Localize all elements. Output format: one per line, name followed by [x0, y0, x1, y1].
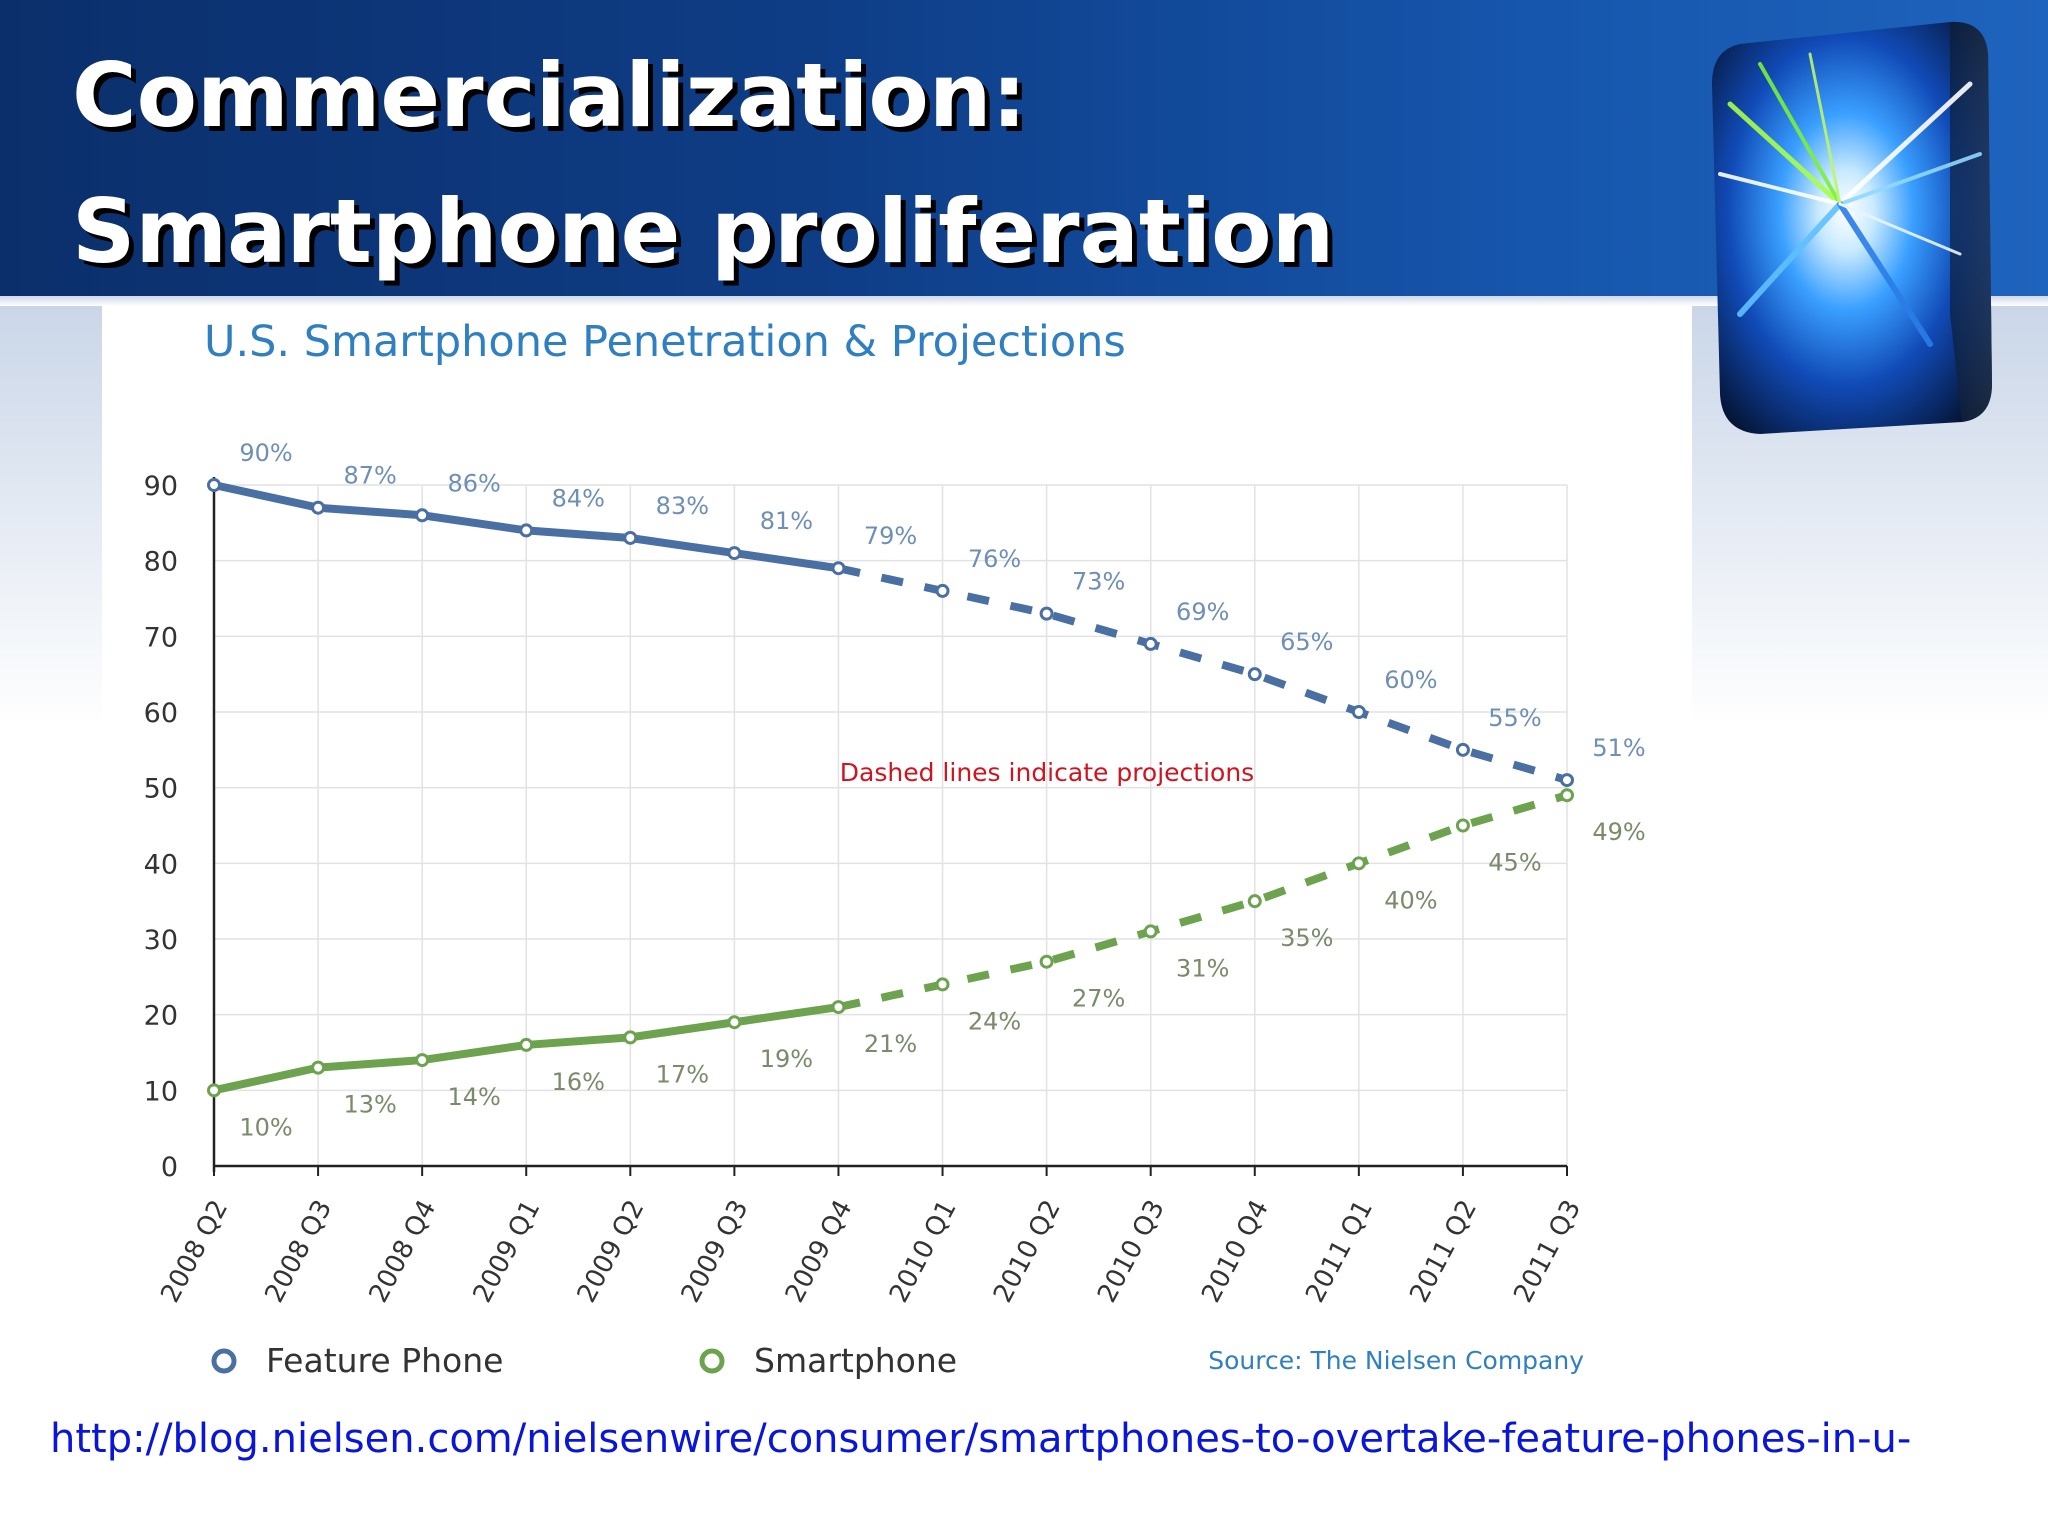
smartphone-data-label: 10%	[239, 1113, 292, 1141]
feature-phone-line-projection	[837, 564, 1569, 784]
smartphone-data-label: 13%	[343, 1091, 396, 1119]
x-tick-label: 2009 Q3	[676, 1195, 755, 1307]
y-tick-label: 80	[144, 547, 178, 578]
feature-phone-data-label: 83%	[656, 492, 709, 520]
header-divider	[0, 296, 2048, 306]
smartphone-point	[1039, 954, 1054, 969]
feature-phone-point	[1039, 606, 1054, 621]
feature-phone-data-label: 90%	[239, 439, 292, 467]
feature-phone-point	[1143, 636, 1158, 651]
smartphone-data-label: 35%	[1280, 924, 1333, 952]
smartphone-data-label: 17%	[656, 1060, 709, 1088]
y-tick-label: 20	[144, 1001, 178, 1032]
smartphone-point	[1247, 894, 1262, 909]
slide-title-line-1: Commercialization:	[72, 44, 1027, 147]
smartphone-data-label: 40%	[1384, 886, 1437, 914]
feature-phone-data-label: 60%	[1384, 666, 1437, 694]
smartphone-point	[1143, 924, 1158, 939]
feature-phone-point	[1247, 667, 1262, 682]
chart-panel: U.S. Smartphone Penetration & Projection…	[102, 306, 1692, 1396]
x-tick-label: 2008 Q3	[259, 1195, 338, 1307]
y-tick-label: 10	[144, 1076, 178, 1107]
smartphone-point	[207, 1083, 221, 1098]
chart-title: U.S. Smartphone Penetration & Projection…	[204, 317, 1126, 367]
source-link[interactable]: http://blog.nielsen.com/nielsenwire/cons…	[50, 1416, 1912, 1462]
y-tick-label: 50	[144, 774, 178, 805]
feature-phone-point	[831, 561, 846, 576]
x-tick-label: 2010 Q4	[1196, 1195, 1275, 1307]
feature-phone-data-label: 87%	[343, 462, 396, 490]
legend-feature-phone-label: Feature Phone	[266, 1341, 503, 1380]
feature-phone-data-label: 51%	[1592, 734, 1645, 762]
chart-source: Source: The Nielsen Company	[1208, 1346, 1584, 1375]
feature-phone-data-label: 65%	[1280, 628, 1333, 656]
light-burst-logo-icon	[1712, 21, 1992, 434]
feature-phone-point	[519, 523, 534, 538]
smartphone-point	[519, 1037, 534, 1052]
feature-phone-data-label: 73%	[1072, 568, 1125, 596]
smartphone-data-label: 27%	[1072, 985, 1125, 1013]
y-tick-label: 90	[144, 471, 178, 502]
smartphone-point	[311, 1060, 326, 1075]
feature-phone-data-label: 55%	[1488, 704, 1541, 732]
y-tick-label: 40	[144, 849, 178, 880]
smartphone-data-label: 16%	[552, 1068, 605, 1096]
smartphone-data-label: 45%	[1488, 849, 1541, 877]
slide-title: Commercialization: Smartphone proliferat…	[72, 28, 1632, 300]
y-tick-label: 30	[144, 925, 178, 956]
y-tick-label: 60	[144, 698, 178, 729]
y-tick-label: 0	[161, 1152, 178, 1183]
feature-phone-point	[727, 546, 742, 561]
legend-smartphone-label: Smartphone	[754, 1341, 957, 1380]
smartphone-point	[415, 1053, 430, 1068]
header-band	[0, 0, 2048, 296]
feature-phone-point	[935, 583, 950, 598]
legend-feature-phone-marker	[211, 1348, 237, 1374]
smartphone-data-label: 49%	[1592, 818, 1645, 846]
feature-phone-data-label: 69%	[1176, 598, 1229, 626]
y-tick-label: 70	[144, 622, 178, 653]
smartphone-data-label: 19%	[760, 1045, 813, 1073]
smartphone-data-label: 21%	[864, 1030, 917, 1058]
feature-phone-point	[415, 508, 430, 523]
feature-phone-point	[1560, 773, 1574, 788]
feature-phone-point	[1351, 705, 1366, 719]
feature-phone-point	[311, 500, 326, 515]
feature-phone-data-label: 84%	[552, 484, 605, 512]
smartphone-data-label: 14%	[448, 1083, 501, 1111]
x-tick-label: 2011 Q2	[1404, 1195, 1483, 1307]
feature-phone-data-label: 81%	[760, 507, 813, 535]
smartphone-point	[1351, 856, 1366, 871]
slide-title-line-2: Smartphone proliferation	[72, 180, 1335, 283]
smartphone-point	[1560, 788, 1574, 803]
feature-phone-data-label: 76%	[968, 545, 1021, 573]
x-tick-label: 2008 Q2	[155, 1195, 234, 1307]
smartphone-point	[831, 1000, 846, 1015]
smartphone-point	[1455, 818, 1470, 833]
x-tick-label: 2008 Q4	[364, 1195, 443, 1307]
line-chart: U.S. Smartphone Penetration & Projection…	[144, 317, 1646, 1380]
x-tick-label: 2011 Q1	[1300, 1195, 1379, 1307]
feature-phone-data-label: 79%	[864, 522, 917, 550]
legend-smartphone-marker	[699, 1348, 725, 1374]
x-tick-label: 2010 Q1	[884, 1195, 963, 1307]
feature-phone-point	[207, 478, 221, 492]
smartphone-data-label: 31%	[1176, 954, 1229, 982]
x-tick-label: 2011 Q3	[1508, 1195, 1587, 1307]
smartphone-data-label: 24%	[968, 1007, 1021, 1035]
x-tick-label: 2010 Q3	[1092, 1195, 1171, 1307]
x-tick-label: 2009 Q1	[468, 1195, 547, 1307]
smartphone-point	[623, 1030, 638, 1045]
feature-phone-point	[1455, 742, 1470, 757]
projection-annotation: Dashed lines indicate projections	[840, 758, 1254, 787]
feature-phone-data-label: 86%	[448, 469, 501, 497]
feature-phone-point	[623, 530, 638, 545]
x-tick-label: 2010 Q2	[988, 1195, 1067, 1307]
smartphone-point	[935, 977, 950, 992]
x-tick-label: 2009 Q2	[572, 1195, 651, 1307]
smartphone-line-projection	[837, 791, 1569, 1012]
smartphone-point	[727, 1015, 742, 1030]
x-tick-label: 2009 Q4	[780, 1195, 859, 1307]
